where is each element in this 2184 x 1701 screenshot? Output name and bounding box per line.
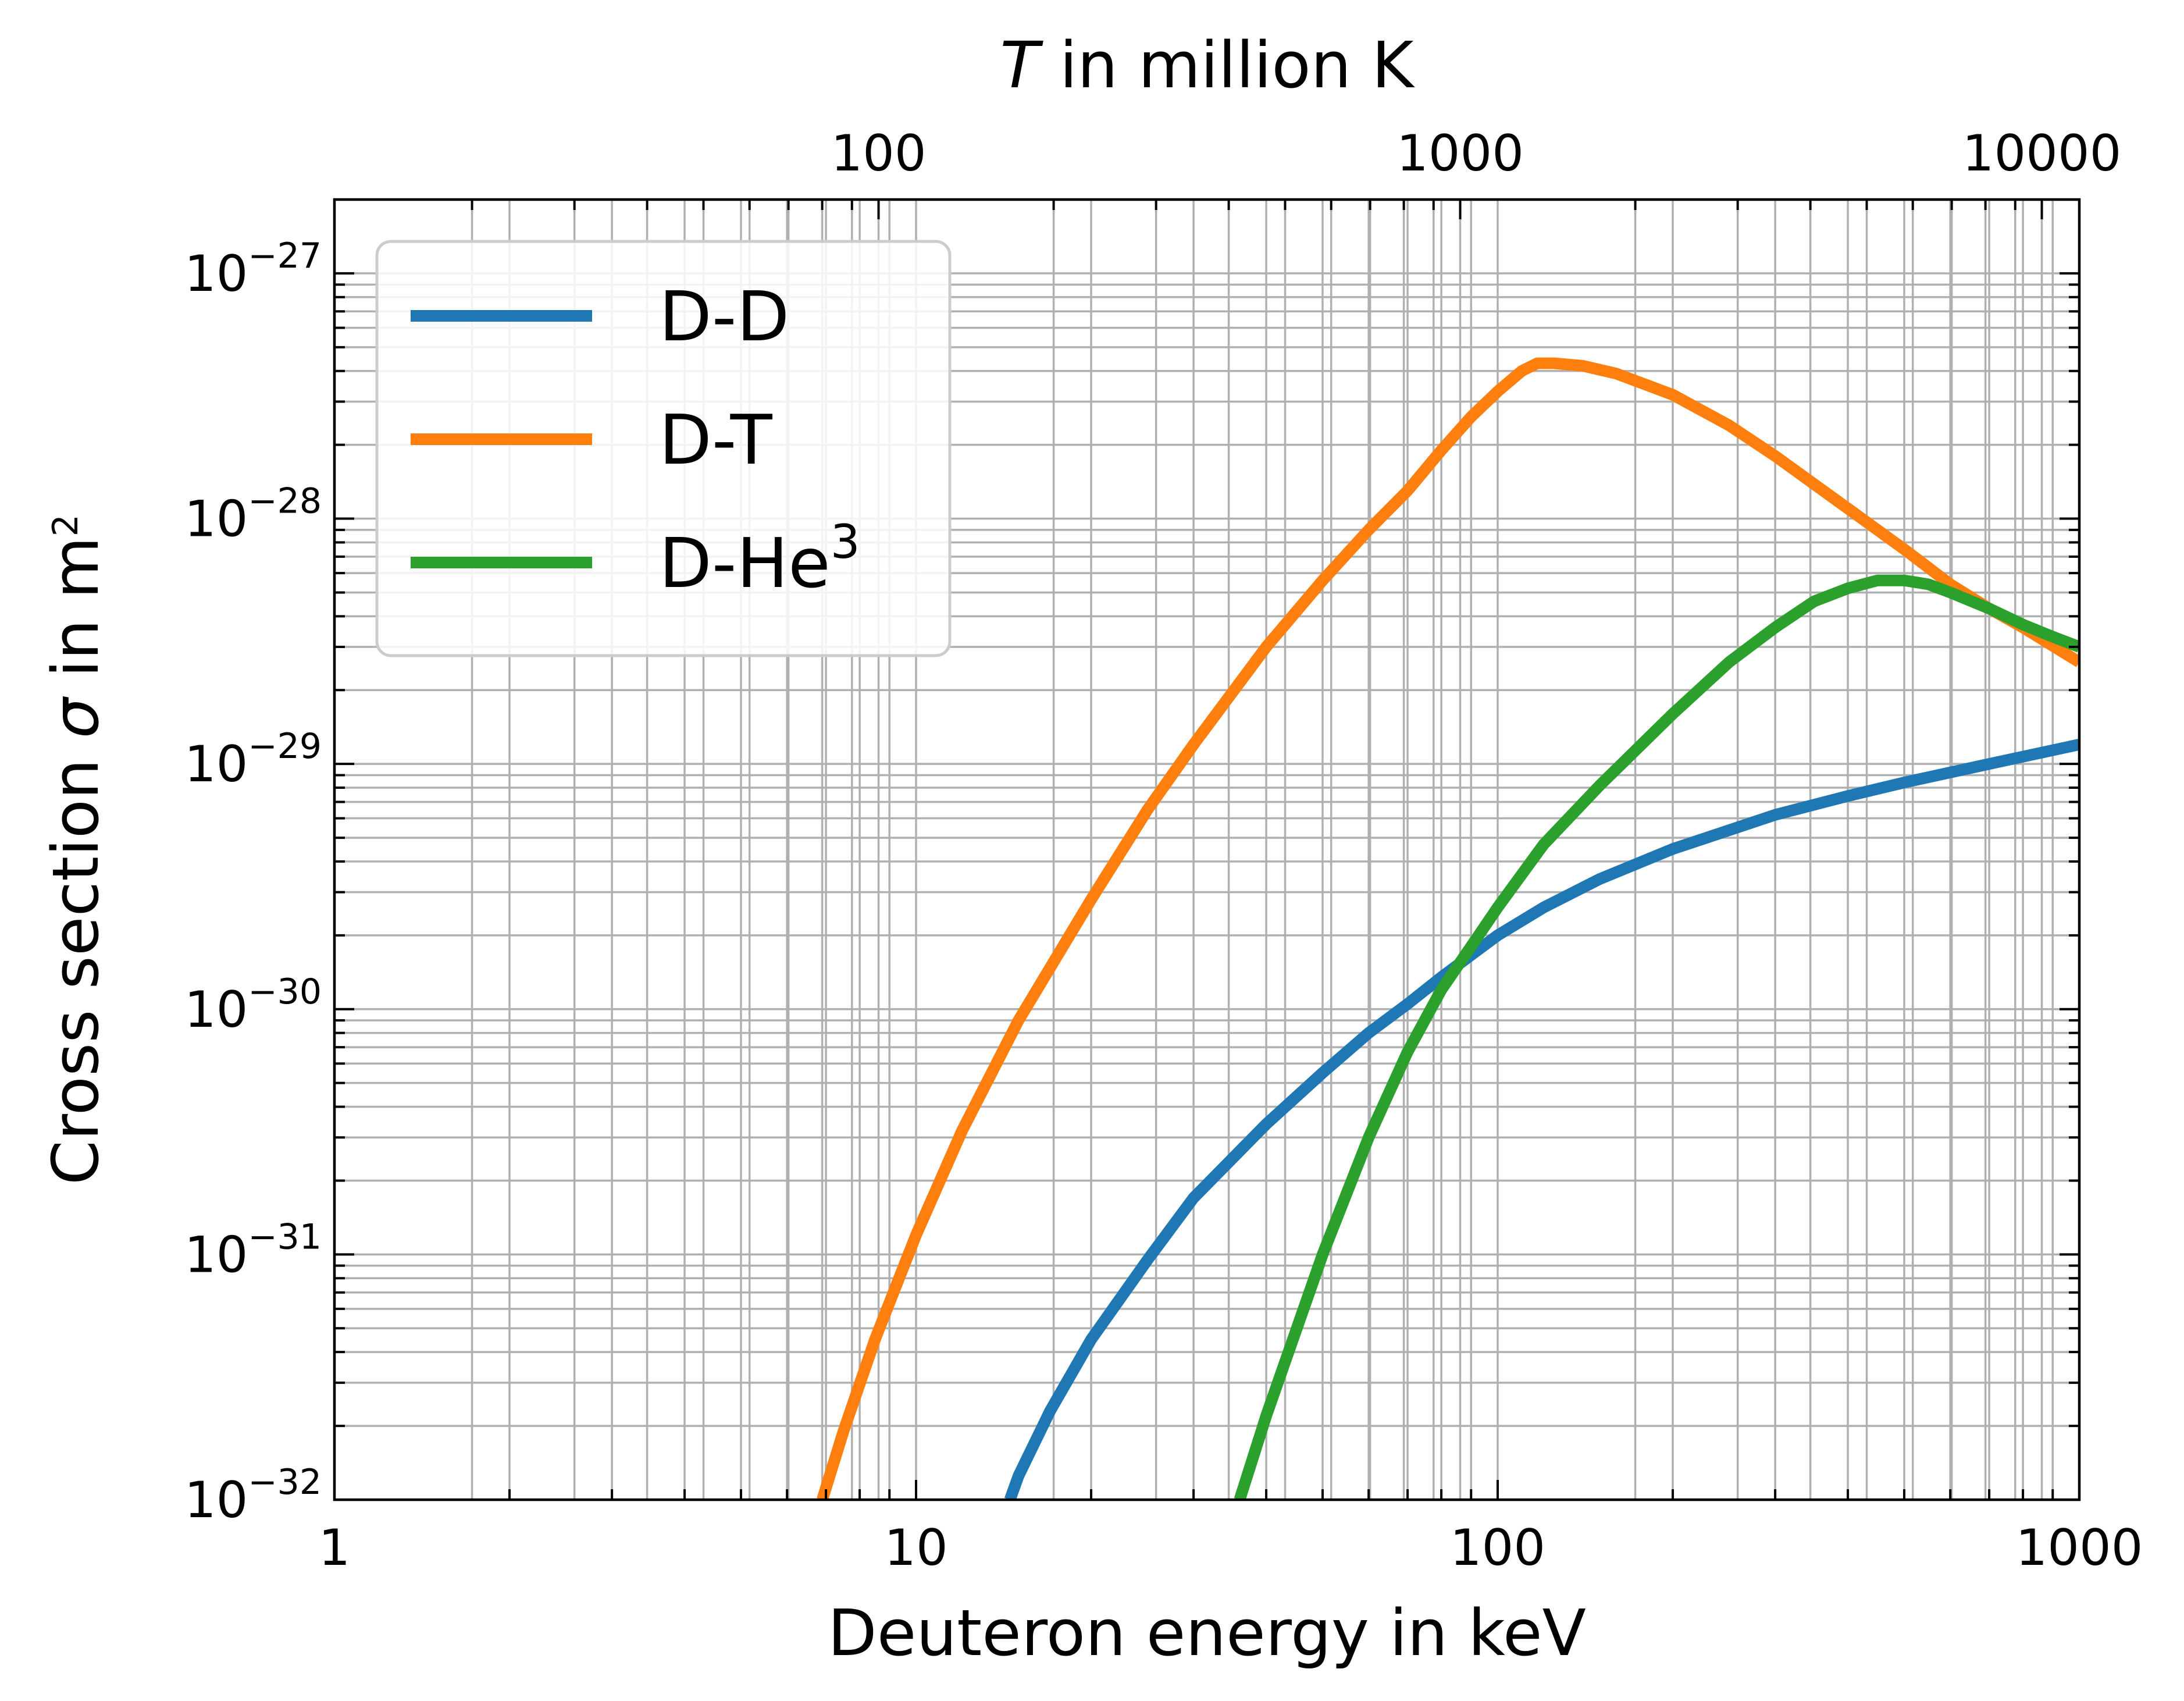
- legend-label: D-T: [659, 400, 773, 480]
- x-tick-label: 100: [1450, 1519, 1545, 1577]
- legend-label-name: D-D: [659, 276, 789, 357]
- y-axis-title: Cross section σ in m2: [38, 514, 113, 1185]
- y-axis-symbol: σ: [38, 696, 113, 738]
- y-tick-exponent: −32: [248, 1462, 322, 1503]
- top-axis-symbol: T: [1000, 28, 1044, 102]
- x-axis-title: Deuteron energy in keV: [828, 1596, 1586, 1670]
- series-line-2: [817, 357, 2079, 1500]
- plot-frame: [333, 198, 2081, 1501]
- top-axis-suffix: in million K: [1039, 28, 1416, 102]
- series-line-3: [1234, 574, 2079, 1500]
- legend-label-superscript: 3: [831, 515, 860, 569]
- y-tick-label: 10−31: [184, 1216, 322, 1284]
- y-tick-label: 10−32: [184, 1462, 322, 1529]
- x-tick-label: 10: [884, 1519, 947, 1577]
- y-axis-suffix: in m: [38, 536, 113, 698]
- legend-label: D-He3: [659, 515, 860, 603]
- y-axis-prefix: Cross section: [38, 738, 113, 1185]
- top-tick-label: 1000: [1396, 124, 1524, 183]
- legend-label: D-D: [659, 276, 789, 357]
- legend-box: [375, 240, 952, 657]
- y-tick-label: 10−29: [184, 726, 322, 793]
- y-axis-superscript: 2: [45, 514, 86, 536]
- tick-marks: [333, 198, 2080, 1501]
- y-tick-base: 10: [184, 1226, 248, 1284]
- y-tick-base: 10: [184, 245, 248, 303]
- y-tick-exponent: −28: [248, 481, 322, 522]
- series-line-1: [1004, 739, 2079, 1500]
- y-tick-base: 10: [184, 735, 248, 793]
- legend-label-name: D-He: [659, 523, 831, 603]
- y-tick-base: 10: [184, 1471, 248, 1529]
- y-tick-label: 10−27: [184, 236, 322, 303]
- x-tick-label: 1: [319, 1519, 351, 1577]
- y-tick-exponent: −31: [248, 1216, 322, 1257]
- y-tick-base: 10: [184, 490, 248, 549]
- y-tick-exponent: −29: [248, 726, 322, 767]
- y-tick-exponent: −30: [248, 972, 322, 1012]
- x-tick-label: 1000: [2016, 1519, 2143, 1577]
- legend-label-name: D-T: [659, 400, 773, 480]
- legend: D-D D-T D-He3: [375, 240, 952, 657]
- y-tick-exponent: −27: [248, 236, 322, 276]
- top-tick-label: 100: [831, 124, 926, 183]
- top-tick-labels: 100 1000 10000: [831, 124, 2121, 183]
- top-axis-title: T in million K: [1000, 28, 1416, 102]
- top-tick-label: 10000: [1962, 124, 2122, 183]
- y-tick-label: 10−28: [184, 481, 322, 549]
- y-tick-label: 10−30: [184, 972, 322, 1039]
- y-tick-base: 10: [184, 981, 248, 1039]
- series-lines: [817, 357, 2079, 1500]
- x-tick-labels: 1 10 100 1000: [319, 1519, 2143, 1577]
